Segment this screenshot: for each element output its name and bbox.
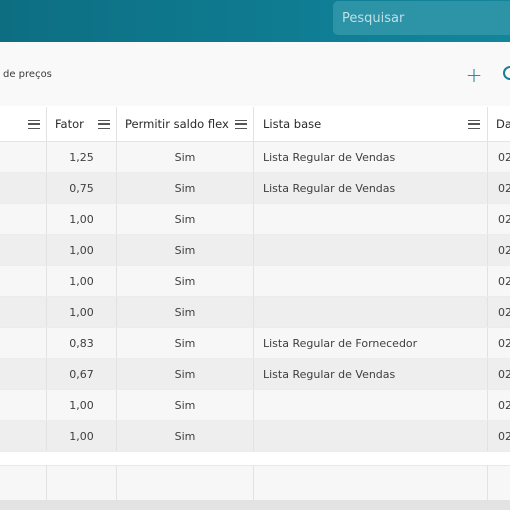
cell-data: 02 — [498, 212, 510, 226]
table-row[interactable]: 0,75 Sim Lista Regular de Vendas 02 — [0, 173, 510, 204]
data-grid: Fator Permitir saldo flex Lista base Da … — [0, 107, 510, 506]
cell-data: 02 — [498, 336, 510, 350]
cell-fator: 1,00 — [47, 266, 117, 296]
cell-permitir: Sim — [117, 297, 254, 327]
table-row[interactable]: 1,00 Sim 02 — [0, 235, 510, 266]
cell-lista-base: Lista Regular de Vendas — [254, 359, 488, 389]
plus-icon[interactable]: + — [465, 63, 483, 87]
menu-icon[interactable] — [468, 120, 480, 129]
cell-hidden — [0, 204, 47, 234]
cell-hidden — [0, 421, 47, 451]
cell-permitir: Sim — [117, 359, 254, 389]
header-lista-base[interactable]: Lista base — [254, 107, 488, 141]
cell-fator: 1,00 — [47, 235, 117, 265]
cell-lista-base — [254, 266, 488, 296]
cell-data: 02 — [498, 429, 510, 443]
menu-icon[interactable] — [235, 120, 247, 129]
cell-hidden — [0, 390, 47, 420]
cell-fator: 1,00 — [47, 421, 117, 451]
cell-lista-base: Lista Regular de Vendas — [254, 142, 488, 172]
cell-permitir: Sim — [117, 328, 254, 358]
header-cell-hidden — [0, 107, 47, 141]
cell-lista-base — [254, 390, 488, 420]
cell-lista-base: Lista Regular de Vendas — [254, 173, 488, 203]
table-row[interactable]: 1,00 Sim 02 — [0, 390, 510, 421]
cell-lista-base — [254, 466, 488, 505]
cell-data: 02 — [498, 305, 510, 319]
cell-permitir — [117, 466, 254, 505]
cell-fator: 0,75 — [47, 173, 117, 203]
cell-data: 02 — [498, 274, 510, 288]
cell-fator: 1,00 — [47, 297, 117, 327]
cell-permitir: Sim — [117, 235, 254, 265]
cell-data: 02 — [498, 398, 510, 412]
header-data-label: Da — [496, 117, 510, 131]
cell-hidden — [0, 297, 47, 327]
cell-lista-base — [254, 421, 488, 451]
search-input[interactable] — [342, 1, 510, 35]
search-icon[interactable] — [503, 66, 510, 80]
table-row[interactable]: 1,25 Sim Lista Regular de Vendas 02 — [0, 142, 510, 173]
cell-permitir: Sim — [117, 142, 254, 172]
cell-hidden — [0, 173, 47, 203]
cell-data: 02 — [498, 367, 510, 381]
cell-lista-base — [254, 235, 488, 265]
header-lista-base-label: Lista base — [263, 117, 322, 131]
cell-fator: 1,25 — [47, 142, 117, 172]
cell-fator: 1,00 — [47, 390, 117, 420]
cell-fator: 0,83 — [47, 328, 117, 358]
header-row: Fator Permitir saldo flex Lista base Da — [0, 107, 510, 142]
cell-hidden — [0, 328, 47, 358]
cell-hidden — [0, 142, 47, 172]
table-row[interactable]: 1,00 Sim 02 — [0, 421, 510, 452]
cell-fator — [47, 466, 117, 505]
search-box[interactable] — [333, 1, 510, 35]
cell-hidden — [0, 235, 47, 265]
header-permitir-saldo-flex[interactable]: Permitir saldo flex — [117, 107, 254, 141]
grid-title: de preços — [3, 69, 52, 80]
cell-permitir: Sim — [117, 421, 254, 451]
cell-permitir: Sim — [117, 204, 254, 234]
table-spacer-row — [0, 452, 510, 466]
cell-data: 02 — [498, 181, 510, 195]
header-permitir-label: Permitir saldo flex — [125, 117, 229, 131]
cell-fator: 0,67 — [47, 359, 117, 389]
table-row[interactable]: 1,00 Sim 02 — [0, 204, 510, 235]
menu-icon[interactable] — [98, 120, 110, 129]
cell-lista-base: Lista Regular de Fornecedor — [254, 328, 488, 358]
grid-toolbar: de preços — [0, 42, 510, 106]
cell-hidden — [0, 266, 47, 296]
cell-lista-base — [254, 204, 488, 234]
cell-lista-base — [254, 297, 488, 327]
menu-icon[interactable] — [28, 120, 40, 129]
cell-fator: 1,00 — [47, 204, 117, 234]
table-row[interactable]: 1,00 Sim 02 — [0, 297, 510, 328]
horizontal-scrollbar[interactable] — [0, 500, 510, 510]
cell-hidden — [0, 359, 47, 389]
cell-permitir: Sim — [117, 390, 254, 420]
cell-permitir: Sim — [117, 266, 254, 296]
header-data[interactable]: Da — [488, 107, 510, 141]
cell-data: 02 — [498, 150, 510, 164]
header-fator[interactable]: Fator — [47, 107, 117, 141]
table-row[interactable]: 0,67 Sim Lista Regular de Vendas 02 — [0, 359, 510, 390]
top-header-bar — [0, 0, 510, 42]
cell-hidden — [0, 466, 47, 505]
table-row[interactable]: 1,00 Sim 02 — [0, 266, 510, 297]
table-row[interactable]: 0,83 Sim Lista Regular de Fornecedor 02 — [0, 328, 510, 359]
cell-permitir: Sim — [117, 173, 254, 203]
header-fator-label: Fator — [55, 117, 84, 131]
cell-data: 02 — [498, 243, 510, 257]
